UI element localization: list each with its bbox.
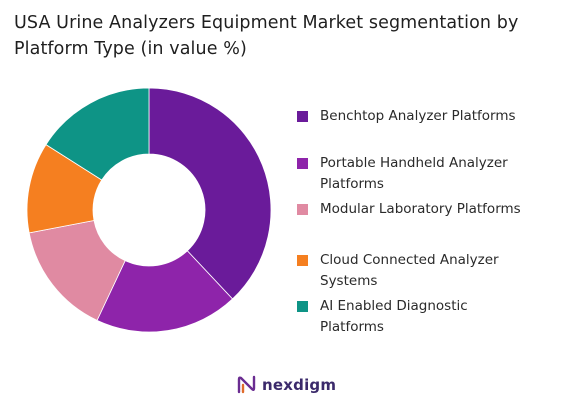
- chart-legend: Benchtop Analyzer Platforms Portable Han…: [297, 0, 577, 410]
- legend-swatch-benchtop: [297, 111, 308, 122]
- legend-swatch-modular-laboratory: [297, 204, 308, 215]
- legend-label-ai-enabled: AI Enabled Diagnostic Platforms: [320, 298, 468, 335]
- brand-name: nexdigm: [262, 376, 337, 394]
- legend-label-benchtop: Benchtop Analyzer Platforms: [320, 108, 516, 124]
- legend-label-cloud-connected: Cloud Connected Analyzer Systems: [320, 252, 499, 289]
- legend-label-modular-laboratory: Modular Laboratory Platforms: [320, 201, 521, 217]
- nexdigm-logo-icon: [237, 375, 256, 394]
- chart-title: USA Urine Analyzers Equipment Market seg…: [14, 13, 519, 59]
- slice-ai-enabled: [45, 87, 150, 181]
- legend-swatch-portable-handheld: [297, 158, 308, 169]
- legend-label-portable-handheld: Portable Handheld Analyzer Platforms: [320, 155, 508, 192]
- donut-slices: [26, 87, 272, 333]
- legend-swatch-ai-enabled: [297, 301, 308, 312]
- slice-portable-handheld: [96, 250, 234, 333]
- slice-benchtop: [148, 87, 272, 300]
- legend-swatch-cloud-connected: [297, 255, 308, 266]
